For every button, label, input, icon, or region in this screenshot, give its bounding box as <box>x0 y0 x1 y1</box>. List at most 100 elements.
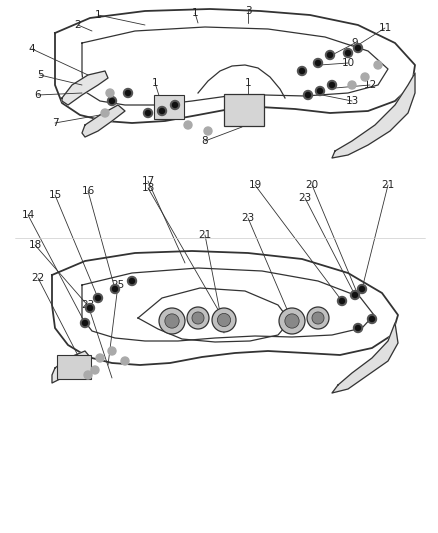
Circle shape <box>124 88 133 98</box>
Text: 23: 23 <box>81 300 95 310</box>
Circle shape <box>159 308 185 334</box>
Text: 19: 19 <box>248 180 261 190</box>
FancyBboxPatch shape <box>57 355 91 379</box>
Circle shape <box>91 366 99 374</box>
Circle shape <box>297 67 307 76</box>
Circle shape <box>184 121 192 129</box>
Circle shape <box>121 357 129 365</box>
Circle shape <box>353 293 357 297</box>
Circle shape <box>85 303 95 312</box>
Circle shape <box>307 307 329 329</box>
Circle shape <box>348 81 356 89</box>
Circle shape <box>305 93 311 98</box>
Circle shape <box>279 308 305 334</box>
Circle shape <box>212 308 236 332</box>
Circle shape <box>187 307 209 329</box>
Circle shape <box>159 109 165 114</box>
Circle shape <box>93 294 102 303</box>
Circle shape <box>328 52 332 58</box>
Text: 18: 18 <box>141 183 155 193</box>
Text: 5: 5 <box>37 70 43 80</box>
Circle shape <box>304 91 312 100</box>
Text: 13: 13 <box>346 96 359 106</box>
FancyBboxPatch shape <box>154 95 184 119</box>
Text: 23: 23 <box>241 213 254 223</box>
Circle shape <box>204 127 212 135</box>
Circle shape <box>353 44 363 52</box>
Text: 9: 9 <box>352 38 358 48</box>
Circle shape <box>101 109 109 117</box>
Text: 10: 10 <box>342 58 355 68</box>
Polygon shape <box>62 71 108 105</box>
Circle shape <box>329 83 335 87</box>
Circle shape <box>346 51 350 55</box>
Circle shape <box>158 107 166 116</box>
Text: 21: 21 <box>198 230 212 240</box>
Polygon shape <box>332 323 398 393</box>
Circle shape <box>338 296 346 305</box>
Text: 7: 7 <box>52 118 58 128</box>
Circle shape <box>192 312 204 324</box>
Circle shape <box>81 319 89 327</box>
Text: 1: 1 <box>152 78 158 88</box>
Circle shape <box>130 279 134 284</box>
Text: 22: 22 <box>32 273 45 283</box>
Circle shape <box>108 347 116 355</box>
Circle shape <box>95 295 100 301</box>
Circle shape <box>145 110 151 116</box>
Text: 17: 17 <box>141 176 155 186</box>
Circle shape <box>113 287 117 292</box>
Circle shape <box>126 91 131 95</box>
Circle shape <box>312 312 324 324</box>
Polygon shape <box>52 351 90 383</box>
Polygon shape <box>332 73 415 158</box>
Circle shape <box>356 326 360 330</box>
Text: 16: 16 <box>81 186 95 196</box>
Circle shape <box>107 96 117 106</box>
Text: 18: 18 <box>28 240 42 250</box>
Text: 1: 1 <box>95 10 101 20</box>
Text: 1: 1 <box>192 8 198 18</box>
Circle shape <box>96 354 104 362</box>
Circle shape <box>318 88 322 93</box>
Text: 4: 4 <box>28 44 35 54</box>
Circle shape <box>165 314 179 328</box>
Text: 6: 6 <box>35 90 41 100</box>
Circle shape <box>328 80 336 90</box>
Text: 1: 1 <box>245 78 251 88</box>
Circle shape <box>356 45 360 51</box>
Circle shape <box>285 314 299 328</box>
Text: 20: 20 <box>305 180 318 190</box>
Circle shape <box>127 277 137 286</box>
Text: 15: 15 <box>48 190 62 200</box>
Text: 14: 14 <box>21 210 35 220</box>
Text: 23: 23 <box>298 193 311 203</box>
Circle shape <box>170 101 180 109</box>
Circle shape <box>144 109 152 117</box>
Text: 11: 11 <box>378 23 392 33</box>
Circle shape <box>110 285 120 294</box>
Polygon shape <box>82 105 125 137</box>
Circle shape <box>315 86 325 95</box>
FancyBboxPatch shape <box>224 94 264 126</box>
Circle shape <box>173 102 177 108</box>
Circle shape <box>357 285 367 294</box>
Circle shape <box>339 298 345 303</box>
Text: 21: 21 <box>381 180 395 190</box>
Circle shape <box>325 51 335 60</box>
Circle shape <box>314 59 322 68</box>
Circle shape <box>360 287 364 292</box>
Circle shape <box>361 73 369 81</box>
Text: 2: 2 <box>75 20 81 30</box>
Circle shape <box>343 49 353 58</box>
Circle shape <box>110 99 114 103</box>
Circle shape <box>300 69 304 74</box>
Circle shape <box>353 324 363 333</box>
Text: 12: 12 <box>364 80 377 90</box>
Circle shape <box>370 317 374 321</box>
Circle shape <box>106 89 114 97</box>
Text: 3: 3 <box>245 6 251 16</box>
Circle shape <box>367 314 377 324</box>
Circle shape <box>374 61 382 69</box>
Text: 25: 25 <box>111 280 125 290</box>
